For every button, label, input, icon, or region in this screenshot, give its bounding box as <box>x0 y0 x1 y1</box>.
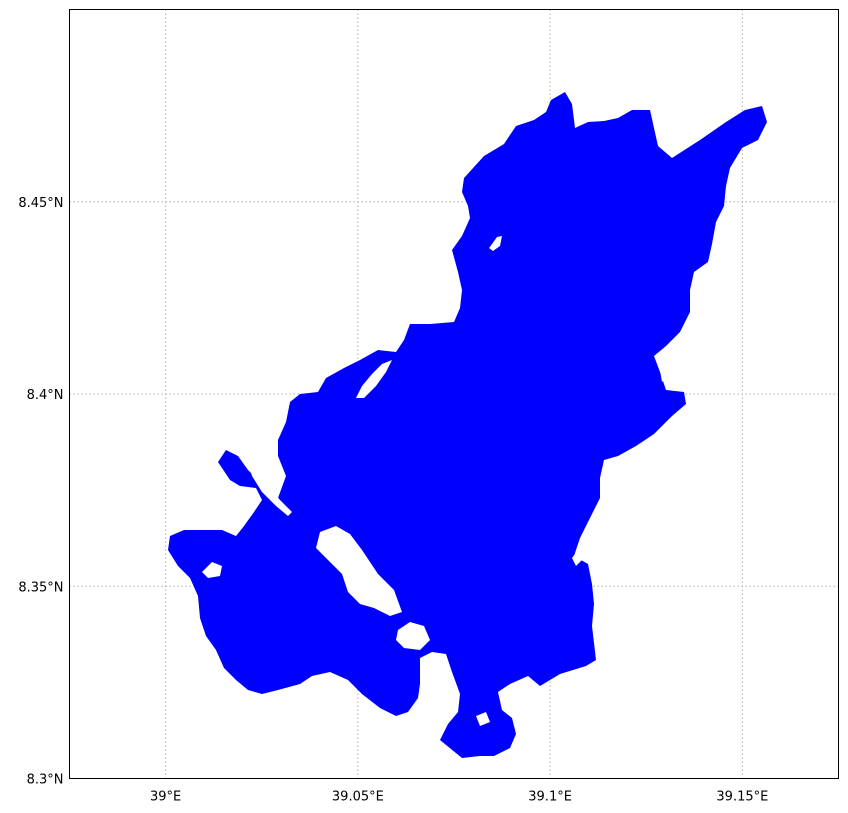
island-south-round <box>396 622 430 650</box>
island-north <box>489 236 502 251</box>
island-east-inlet <box>572 550 582 566</box>
y-tick-label: 8.3°N <box>27 773 64 788</box>
river-channel <box>248 462 292 516</box>
x-tick-label: 39.05°E <box>332 790 384 805</box>
water-body <box>168 92 767 758</box>
island-central-bay <box>316 526 402 616</box>
y-tick-label: 8.45°N <box>18 196 63 211</box>
island-channel <box>356 360 392 398</box>
axis-ticks: 39°E 39.05°E 39.1°E 39.15°E 8.3°N 8.35°N 8.4°N… <box>18 196 768 805</box>
island-east-bay <box>660 358 672 382</box>
lake-area <box>168 92 767 758</box>
y-tick-label: 8.35°N <box>18 580 63 595</box>
y-tick-label: 8.4°N <box>27 388 64 403</box>
island-south-inlet <box>476 712 490 726</box>
x-tick-label: 39.15°E <box>716 790 768 805</box>
map-frame <box>69 9 839 779</box>
island-west-small <box>202 562 222 578</box>
x-tick-label: 39°E <box>150 790 181 805</box>
x-tick-label: 39.1°E <box>528 790 572 805</box>
